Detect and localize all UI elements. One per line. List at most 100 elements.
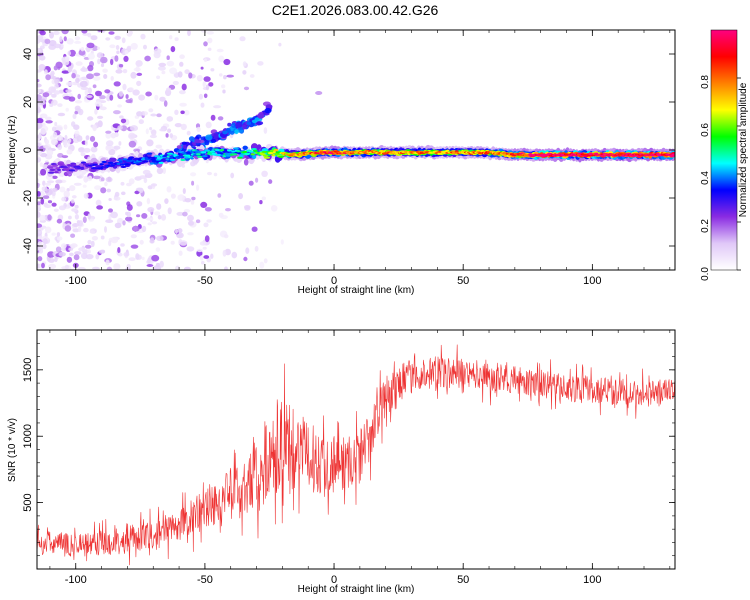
spectrogram-noise-blob [68, 247, 74, 251]
spectrogram-noise-blob [156, 113, 162, 118]
spectrogram-noise-blob [58, 205, 66, 211]
spectrogram-noise-blob [105, 130, 112, 134]
spectrogram-noise-blob [83, 175, 89, 183]
spectrogram-noise-blob [243, 158, 249, 166]
spectrogram-noise-blob [203, 222, 209, 228]
spectrogram-noise-blob [206, 31, 214, 35]
spectrogram-noise-blob [217, 116, 224, 121]
spectrogram-ridge-core [187, 149, 192, 152]
spectrogram-noise-blob [80, 47, 85, 52]
spectrogram-noise-blob [86, 95, 93, 98]
spectrogram-ridge-core [180, 158, 186, 161]
spectrogram-noise-blob [54, 121, 58, 127]
spectrogram-noise-blob [110, 211, 118, 219]
spectrogram-y-tick-label: 0 [22, 147, 34, 153]
spectrogram-noise-blob [154, 211, 161, 216]
spectrogram-noise-blob [114, 55, 119, 62]
spectrogram-noise-blob [71, 199, 75, 204]
spectrogram-noise-blob [63, 124, 68, 130]
spectrogram-noise-blob [83, 227, 89, 233]
spectrogram-branch-blob [246, 121, 252, 126]
spectrogram-noise-blob [191, 180, 195, 186]
spectrogram-noise-blob [93, 175, 101, 180]
spectrogram-noise-blob [186, 130, 191, 136]
spectrogram-y-label: Frequency (Hz) [7, 116, 18, 185]
spectrogram-noise-blob [96, 205, 103, 210]
spectrogram-noise-blob [167, 128, 172, 133]
spectrogram-noise-blob [46, 149, 54, 156]
spectrogram-ridge-core [236, 150, 241, 153]
spectrogram-noise-blob [82, 216, 87, 223]
spectrogram-ridge-core [250, 153, 255, 156]
spectrogram-noise-blob [56, 236, 63, 241]
spectrogram-noise-blob [87, 213, 92, 220]
spectrogram-noise-blob [219, 73, 223, 77]
spectrogram-noise-blob [121, 191, 126, 196]
spectrogram-noise-blob [128, 132, 136, 140]
spectrogram-noise-blob [105, 146, 112, 151]
spectrogram-noise-blob [37, 88, 42, 93]
spectrogram-ridge-core [68, 169, 76, 172]
spectrogram-noise-blob [136, 72, 143, 76]
spectrogram-noise-blob [130, 42, 138, 50]
spectrogram-noise-blob [133, 225, 138, 232]
spectrogram-noise-blob [166, 55, 170, 60]
spectrogram-noise-blob [84, 89, 89, 96]
spectrogram-noise-blob [78, 49, 86, 56]
spectrogram-noise-blob [40, 168, 47, 176]
spectrogram-noise-blob [83, 147, 91, 153]
spectrogram-noise-blob [188, 220, 194, 226]
spectrogram-ridge-core [169, 158, 176, 161]
spectrogram-branch-blob [210, 138, 217, 143]
spectrogram-noise-blob [207, 171, 212, 176]
spectrogram-ridge-core [239, 154, 244, 158]
spectrogram-noise-blob [115, 69, 123, 74]
spectrogram-noise-blob [69, 185, 76, 192]
spectrogram-noise-blob [59, 36, 63, 43]
spectrogram-noise-blob [37, 83, 42, 88]
spectrogram-noise-blob [158, 62, 167, 67]
spectrogram-ridge-core [120, 165, 127, 168]
snr-x-tick-label: -100 [65, 574, 87, 586]
spectrogram-noise-blob [42, 195, 50, 200]
spectrogram-noise-blob [133, 148, 141, 153]
spectrogram-noise-blob [187, 232, 194, 236]
spectrogram-noise-blob [128, 178, 135, 185]
spectrogram-noise-blob [81, 66, 86, 72]
spectrogram-ridge-core [224, 152, 230, 155]
spectrogram-noise-blob [48, 263, 57, 270]
spectrogram-noise-blob [166, 87, 172, 92]
spectrogram-ridge-core [437, 152, 443, 155]
spectrogram-noise-blob [91, 236, 98, 241]
spectrogram-noise-blob [105, 37, 111, 41]
spectrogram-ridge-core [128, 156, 135, 159]
spectrogram-noise-blob [50, 87, 56, 92]
spectrogram-noise-blob [100, 187, 107, 194]
spectrogram-noise-blob [42, 243, 47, 250]
spectrogram-ridge-core [169, 155, 174, 158]
spectrogram-noise-blob [127, 87, 134, 92]
spectrogram-noise-blob [199, 255, 204, 261]
spectrogram-noise-blob [63, 36, 67, 42]
spectrogram-noise-blob [95, 90, 102, 97]
spectrogram-noise-blob [147, 222, 152, 226]
spectrogram-noise-blob [102, 68, 108, 73]
spectrogram-noise-blob [79, 80, 88, 88]
spectrogram-noise-blob [37, 182, 40, 189]
spectrogram-ridge-core [232, 147, 239, 150]
spectrogram-noise-blob [47, 214, 52, 221]
spectrogram-noise-blob [180, 110, 185, 115]
spectrogram-noise-blob [110, 58, 114, 66]
spectrogram-noise-blob [82, 32, 89, 36]
spectrogram-noise-blob [141, 256, 145, 260]
spectrogram-noise-blob [70, 233, 76, 238]
spectrogram-noise-blob [103, 74, 108, 79]
spectrogram-noise-blob [106, 266, 113, 270]
spectrogram-noise-blob [242, 70, 247, 75]
spectrogram-noise-blob [105, 140, 114, 147]
spectrogram-noise-blob [160, 214, 167, 221]
spectrogram-branch-blob [227, 122, 232, 127]
spectrogram-noise-blob [217, 193, 222, 198]
spectrogram-noise-blob [54, 256, 58, 263]
spectrogram-noise-blob [165, 133, 169, 138]
